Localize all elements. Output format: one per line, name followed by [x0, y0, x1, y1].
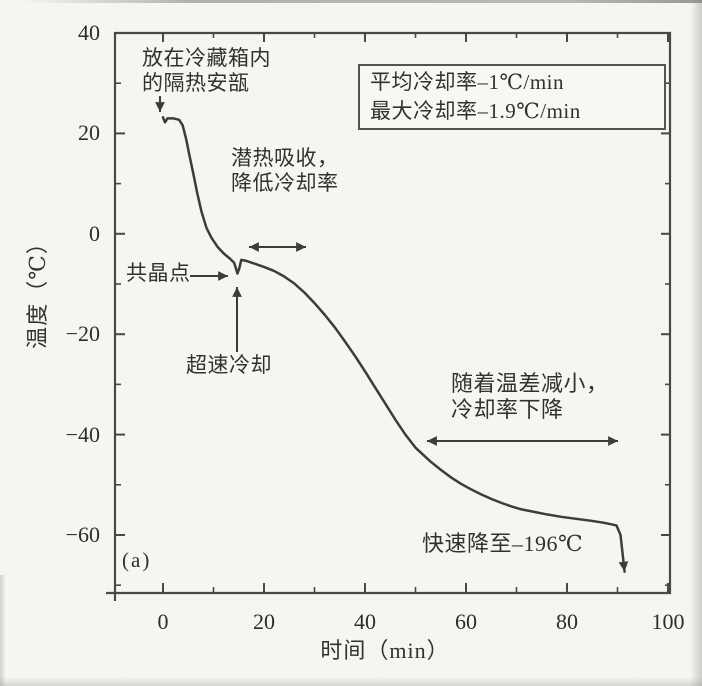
- annotation-eutectic-point: 共晶点: [126, 261, 191, 285]
- y-tick-label: 40: [78, 20, 100, 45]
- y-tick-label: −60: [65, 522, 100, 547]
- scan-artifact-top: [22, 0, 702, 3]
- legend-line-average-rate: 平均冷却率–1℃/min: [370, 70, 564, 94]
- y-tick-label: 0: [89, 220, 100, 246]
- legend-line-max-rate: 最大冷却率–1.9℃/min: [370, 99, 581, 123]
- curve-end-arrowhead: [618, 561, 629, 572]
- scan-artifact-bottom: [0, 677, 702, 686]
- axes-frame: [106, 31, 672, 601]
- supercooling-arrow-head: [232, 287, 242, 297]
- x-tick-label: 80: [556, 609, 578, 634]
- annotation-temp-diff: 随着温差减小， 冷却率下降: [451, 371, 609, 422]
- annotation-insulated-vial: 放在冷藏箱内 的隔热安瓿: [142, 46, 271, 95]
- latent-plateau-span-arrow-head: [249, 242, 259, 252]
- eutectic-point-arrow-head: [218, 271, 228, 281]
- y-tick-label: −40: [65, 421, 100, 447]
- scan-artifact-right: [690, 0, 702, 686]
- panel-label: (a): [122, 548, 152, 572]
- legend-box: 平均冷却率–1℃/min 最大冷却率–1.9℃/min: [358, 64, 666, 130]
- insulated-vial-arrow-head: [155, 102, 165, 112]
- x-tick-label: 0: [157, 609, 169, 634]
- annotation-latent-heat: 潜热吸收， 降低冷却率: [231, 146, 339, 195]
- scan-artifact-left: [0, 575, 6, 686]
- annotation-rapid-drop: 快速降至–196℃: [422, 531, 584, 556]
- latent-plateau-span-arrow-head: [296, 242, 306, 252]
- x-axis-title: 时间（min）: [320, 638, 450, 663]
- x-tick-label: 60: [455, 609, 477, 634]
- cooling-curve: [161, 116, 626, 573]
- x-tick-label: 20: [253, 609, 275, 634]
- y-tick-label: −20: [65, 321, 100, 347]
- temp-diff-span-arrow-head: [608, 436, 618, 446]
- temp-diff-span-arrow-head: [427, 436, 437, 446]
- x-tick-label: 100: [651, 609, 685, 634]
- y-axis-title: 温度（℃）: [25, 231, 50, 349]
- annotation-supercooling: 超速冷却: [186, 353, 272, 377]
- x-tick-label: 40: [354, 609, 376, 634]
- y-tick-label: 20: [78, 120, 100, 146]
